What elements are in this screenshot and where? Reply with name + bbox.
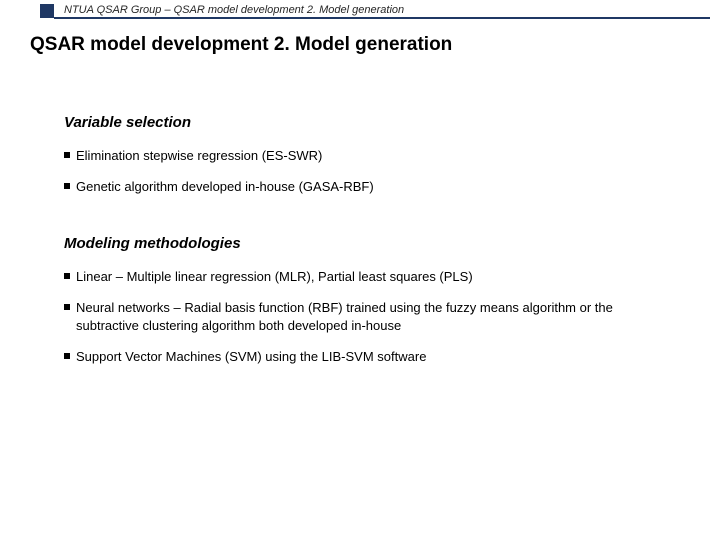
section-heading-modeling-methodologies: Modeling methodologies	[64, 235, 664, 252]
header-text: NTUA QSAR Group – QSAR model development…	[64, 4, 404, 16]
header-bar: NTUA QSAR Group – QSAR model development…	[40, 0, 710, 20]
header-square-icon	[40, 4, 54, 18]
bullet-item: Support Vector Machines (SVM) using the …	[64, 348, 664, 367]
slide: NTUA QSAR Group – QSAR model development…	[0, 0, 720, 540]
bullet-item: Elimination stepwise regression (ES-SWR)	[64, 147, 664, 166]
section-heading-variable-selection: Variable selection	[64, 114, 664, 131]
header-underline	[54, 17, 710, 19]
bullet-item: Linear – Multiple linear regression (MLR…	[64, 268, 664, 287]
page-title: QSAR model development 2. Model generati…	[30, 34, 720, 56]
content-area: Variable selection Elimination stepwise …	[64, 114, 664, 367]
bullet-item: Genetic algorithm developed in-house (GA…	[64, 178, 664, 197]
bullet-item: Neural networks – Radial basis function …	[64, 299, 664, 337]
